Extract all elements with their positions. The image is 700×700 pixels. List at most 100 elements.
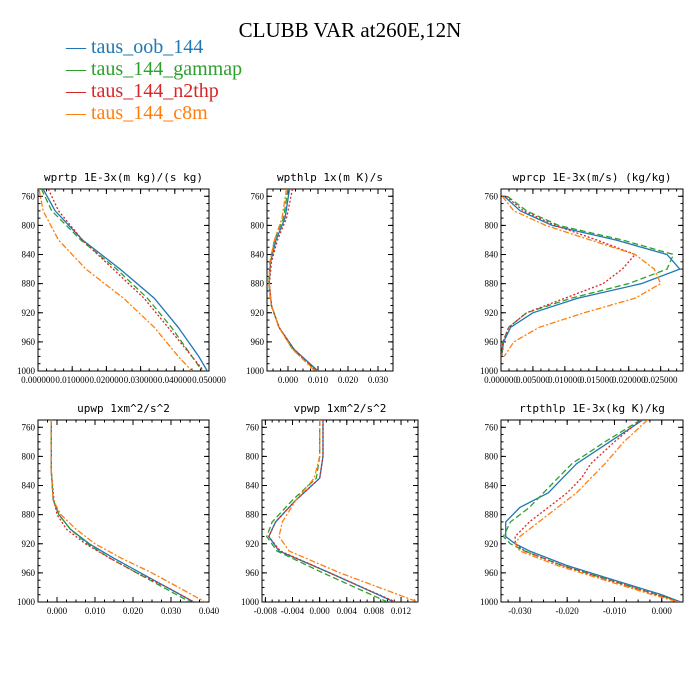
x-tick-label: 0.020 (338, 375, 359, 385)
legend-item-taus-oob-144: — taus_oob_144 (66, 36, 204, 58)
series-line-taus_144_c8m (38, 189, 193, 371)
y-tick-label: 880 (246, 510, 260, 520)
y-tick-label: 880 (22, 279, 36, 289)
page-title: CLUBB VAR at260E,12N (238, 18, 462, 42)
y-tick-label: 800 (22, 220, 36, 230)
series-line-taus_144_c8m (501, 195, 662, 357)
y-tick-label: 800 (246, 451, 260, 461)
x-tick-label: 0.010000 (548, 375, 582, 385)
series-line-taus_144_n2thp (50, 420, 195, 602)
series-line-taus_144_c8m (514, 420, 679, 602)
y-tick-label: 920 (22, 539, 36, 549)
chart-panel-3: upwp 1xm^2/s^2 760 800 840 880 920 960 1000 0.00… (17, 402, 220, 616)
plot-frame (266, 188, 394, 372)
y-tick-label: 960 (485, 337, 499, 347)
y-tick-label: 960 (22, 337, 36, 347)
x-tick-label: 0.040 (199, 606, 220, 616)
x-tick-label: 0.030 (368, 375, 389, 385)
plot-frame (37, 419, 210, 603)
series-line-taus_144_gammap (40, 189, 203, 371)
panel-title: upwp 1xm^2/s^2 (77, 402, 170, 415)
x-tick-label: 0.004 (337, 606, 358, 616)
x-tick-label: 0.000 (47, 606, 68, 616)
series-line-taus_oob_144 (268, 420, 395, 602)
y-tick-label: 800 (485, 220, 499, 230)
plot-frame (500, 419, 684, 603)
x-tick-label: -0.004 (281, 606, 305, 616)
x-tick-label: 0.025000 (644, 375, 678, 385)
y-tick-label: 800 (251, 220, 265, 230)
series-line-taus_144_gammap (265, 420, 388, 602)
x-tick-label: 0.000000 (484, 375, 518, 385)
y-tick-label: 840 (485, 481, 499, 491)
x-tick-label: 0.005000 (516, 375, 550, 385)
y-tick-label: 760 (22, 422, 36, 432)
series-line-taus_144_n2thp (268, 420, 396, 602)
x-tick-label: 0.020000 (90, 375, 124, 385)
series-line-taus_oob_144 (268, 189, 319, 371)
y-tick-label: 960 (485, 568, 499, 578)
x-tick-label: 0.020000 (612, 375, 646, 385)
y-tick-label: 840 (246, 481, 260, 491)
chart-panel-2: wprcp 1E-3x(m/s) (kg/kg) 760 800 840 880 920 9… (480, 171, 684, 385)
y-tick-label: 960 (251, 337, 265, 347)
y-tick-label: 840 (22, 250, 36, 260)
legend-label: taus_144_n2thp (91, 80, 219, 102)
panel-title: rtpthlp 1E-3x(kg K)/kg (519, 402, 665, 415)
chart-panel-5: rtpthlp 1E-3x(kg K)/kg 760 800 840 880 920 960… (480, 402, 684, 616)
y-tick-label: 880 (485, 279, 499, 289)
panel-title: wprtp 1E-3x(m kg)/(s kg) (44, 171, 203, 184)
series-line-taus_oob_144 (505, 420, 681, 602)
panel-title: wpthlp 1x(m K)/s (277, 171, 383, 184)
series-line-taus_oob_144 (50, 420, 195, 602)
x-tick-label: 0.008 (364, 606, 385, 616)
panel-title: vpwp 1xm^2/s^2 (294, 402, 387, 415)
y-tick-label: 880 (22, 510, 36, 520)
y-tick-label: 880 (251, 279, 265, 289)
x-tick-label: 0.010000 (55, 375, 89, 385)
series-line-taus_144_gammap (268, 189, 317, 371)
plot-frame (500, 188, 684, 372)
y-tick-label: 960 (246, 568, 260, 578)
y-tick-label: 1000 (17, 597, 36, 607)
y-tick-label: 800 (485, 451, 499, 461)
x-tick-label: 0.015000 (580, 375, 614, 385)
legend-item-taus-144-n2thp: — taus_144_n2thp (66, 80, 219, 102)
series-line-taus_144_n2thp (47, 189, 205, 371)
legend-item-taus-144-gammap: — taus_144_gammap (66, 58, 243, 80)
series-line-taus_144_gammap (502, 420, 681, 602)
series-line-taus_144_n2thp (501, 195, 637, 357)
legend: — taus_oob_144 — taus_144_gammap — taus_… (66, 36, 242, 124)
x-tick-label: 0.050000 (192, 375, 226, 385)
series-line-taus_144_gammap (501, 195, 675, 357)
x-tick-label: 0.010 (308, 375, 329, 385)
y-tick-label: 760 (22, 191, 36, 201)
x-tick-label: -0.008 (254, 606, 278, 616)
chart-panel-1: wpthlp 1x(m K)/s 760 800 840 880 920 960 1000 0.… (246, 171, 394, 385)
y-tick-label: 1000 (480, 366, 499, 376)
y-tick-label: 1000 (241, 597, 260, 607)
x-tick-label: 0.030000 (124, 375, 158, 385)
x-tick-label: 0.000 (278, 375, 299, 385)
y-tick-label: 760 (246, 422, 260, 432)
chart-panel-4: vpwp 1xm^2/s^27608008408809209601000-0.0… (241, 402, 419, 616)
series-line-taus_144_c8m (50, 420, 206, 602)
x-tick-label: 0.000000 (21, 375, 55, 385)
x-tick-label: 0.020 (123, 606, 144, 616)
legend-label: taus_144_c8m (91, 102, 208, 124)
series-line-taus_oob_144 (501, 195, 681, 357)
x-tick-label: 0.012 (391, 606, 411, 616)
x-tick-label: 0.000 (652, 606, 673, 616)
chart-panel-0: wprtp 1E-3x(m kg)/(s kg) 760 800 840 880 920 9… (17, 171, 226, 385)
y-tick-label: 800 (22, 451, 36, 461)
series-line-taus_144_gammap (50, 420, 191, 602)
y-tick-label: 880 (485, 510, 499, 520)
series-line-taus_144_c8m (268, 189, 316, 371)
legend-item-taus-144-c8m: — taus_144_c8m (66, 102, 208, 124)
y-tick-label: 840 (485, 250, 499, 260)
legend-label: taus_144_gammap (91, 58, 243, 80)
y-tick-label: 840 (22, 481, 36, 491)
y-tick-label: 920 (22, 308, 36, 318)
panel-title: wprcp 1E-3x(m/s) (kg/kg) (513, 171, 672, 184)
